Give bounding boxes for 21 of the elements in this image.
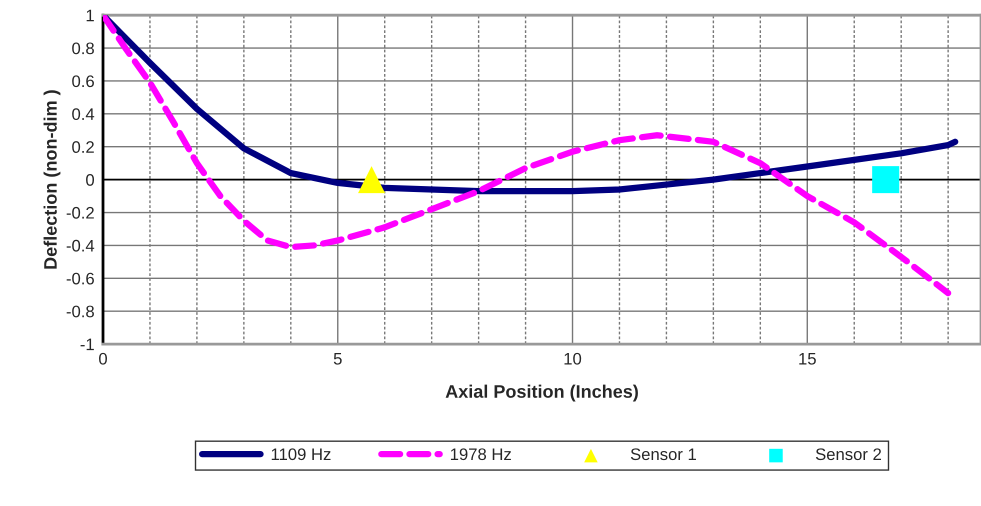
y-tick-label: -0.4 xyxy=(66,240,94,252)
y-tick-label: 0.4 xyxy=(72,108,94,120)
legend-label: Sensor 2 xyxy=(816,448,881,460)
x-tick-label: 15 xyxy=(799,353,816,365)
y-tick-label: -0.8 xyxy=(66,306,94,318)
y-tick-label: -0.2 xyxy=(66,206,94,219)
x-tick-label: 10 xyxy=(564,352,582,365)
x-tick-label: 0 xyxy=(99,352,107,365)
y-tick-label: 0.6 xyxy=(72,75,94,88)
y-tick-label: 0.8 xyxy=(72,42,94,54)
legend-label: Sensor 1 xyxy=(630,448,696,460)
x-tick-label: 5 xyxy=(334,353,342,365)
x-axis-title: Axial Position (Inches) xyxy=(446,384,638,402)
y-tick-label: 0 xyxy=(86,174,94,186)
y-tick-label: 0.2 xyxy=(72,141,94,153)
y-tick-label: -0.6 xyxy=(66,272,94,285)
legend-label: 1109 Hz xyxy=(272,448,331,460)
y-tick-label: -1 xyxy=(80,338,94,350)
y-tick-label: 1 xyxy=(86,10,94,22)
y-axis-title: Deflection (non-dim ) xyxy=(44,90,60,269)
legend-label: 1978 Hz xyxy=(450,448,511,460)
